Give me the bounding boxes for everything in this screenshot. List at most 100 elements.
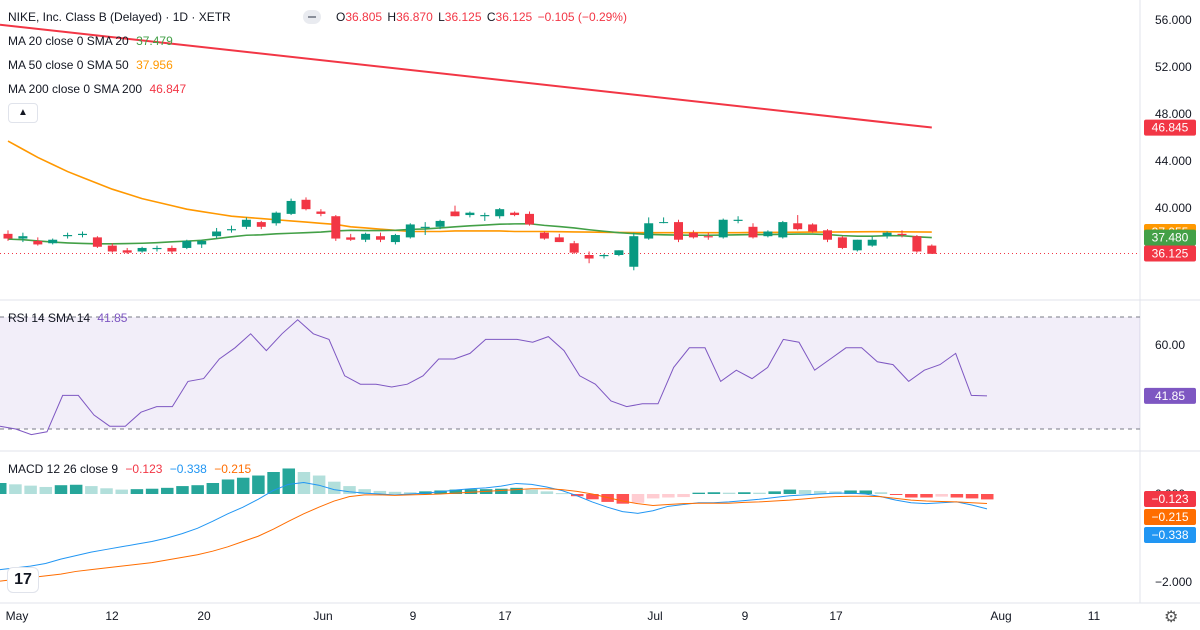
time-axis-label: 11 [1088,609,1101,623]
macd-histogram-bar [768,491,781,494]
candle-body [733,219,743,221]
candle-body [286,200,296,214]
macd-histogram-bar [707,492,721,494]
macd-histogram-bar [449,489,463,494]
candle-body [301,199,311,210]
macd-histogram-bar [753,492,766,494]
candle-body [629,236,639,267]
candle-body [882,232,892,237]
candle-body [227,229,236,231]
candle-body [584,255,594,259]
hide-icon[interactable] [303,10,321,24]
price-badge-bg [1144,229,1196,246]
candle-body [927,245,937,254]
macd-badge-bg [1144,527,1196,543]
candle-body [256,222,266,227]
rsi-band-fill [0,317,1140,429]
candle-body [137,247,147,252]
macd-histogram-bar [844,490,857,494]
price-badge-bg [1144,245,1196,262]
macd-histogram-bar [130,489,144,494]
price-tick-label: 40.000 [1155,201,1192,215]
macd-histogram-bar [343,486,356,494]
macd-histogram-bar [267,472,280,494]
open-key: O [336,10,346,24]
macd-histogram-bar [464,489,478,494]
time-axis-label: 17 [498,609,512,623]
macd-histogram-bar [874,492,888,494]
macd-badge-bg [1144,491,1196,507]
tradingview-logo-icon[interactable]: 17 [8,568,38,592]
ohlc-legend: O36.805 H36.870 L36.125 C36.125 −0.105 (… [336,10,629,24]
candle-body [867,239,877,246]
candle-body [599,255,609,257]
macd-line [0,482,988,571]
price-badge: 36.125 [1152,247,1189,261]
candle-body [525,213,534,225]
gear-icon[interactable]: ⚙ [1164,609,1179,626]
rsi-line [0,319,988,436]
macd-histogram-bar [783,489,797,494]
collapse-legend-button[interactable]: ▲ [8,103,38,123]
macd-legend[interactable]: MACD 12 26 close 9 −0.123 −0.338 −0.215 [8,462,255,476]
candle-body [778,222,788,238]
candle-body [688,232,698,238]
candle-body [122,250,132,253]
time-axis-label: 9 [410,609,417,623]
close-value: 36.125 [495,10,533,24]
candle-body [659,222,669,224]
candle-body [644,223,654,239]
time-axis-label: Aug [990,609,1011,623]
macd-tick-label: −2.000 [1155,575,1192,589]
macd-histogram-bar [206,483,220,494]
macd-histogram-bar [115,489,128,494]
macd-histogram-bar [525,489,538,494]
candle-body [48,239,58,244]
macd-histogram-bar [798,490,812,494]
candle-body [852,239,862,251]
macd-hist-value: −0.123 [125,462,163,476]
macd-histogram-bar [24,485,37,494]
candle-body [420,226,430,228]
ma20-legend[interactable]: MA 20 close 0 SMA 20 37.479 [8,34,177,48]
symbol-title[interactable]: NIKE, Inc. Class B (Delayed) · 1D · XETR [8,10,231,24]
macd-histogram-bar [100,488,113,494]
macd-histogram-bar [252,475,265,494]
macd-histogram-bar [631,494,645,503]
candle-body [241,219,251,227]
candle-body [33,240,43,245]
candle-body [152,247,162,250]
macd-histogram-bar [722,492,736,494]
macd-badge: −0.338 [1151,528,1188,542]
price-badge-bg [1144,119,1196,136]
macd-histogram-bar [813,490,827,494]
macd-signal-line [0,488,988,582]
ma200-legend[interactable]: MA 200 close 0 SMA 200 46.847 [8,82,190,96]
candle-body [539,232,549,239]
macd-histogram-bar [616,494,630,504]
candle-body [480,215,490,217]
macd-histogram-bar [221,479,235,494]
rsi-legend[interactable]: RSI 14 SMA 14 41.85 [8,311,131,325]
candle-body [18,236,28,239]
chevron-up-icon: ▲ [18,107,28,118]
macd-histogram-bar [555,493,569,495]
candle-body [435,220,445,227]
change-value: −0.105 (−0.29%) [537,10,627,24]
high-key: H [387,10,397,24]
time-axis-label: 12 [105,609,119,623]
candle-body [510,212,520,216]
macd-histogram-bar [905,494,918,498]
price-tick-label: 48.000 [1155,107,1192,121]
candle-body [376,236,385,240]
rsi-badge: 41.85 [1155,389,1185,403]
macd-histogram-bar [662,494,675,498]
macd-histogram-bar [889,494,903,495]
ma200-label: MA 200 close 0 SMA 200 [8,82,143,96]
price-badge: 46.845 [1152,121,1189,135]
time-axis-label: 20 [197,609,211,623]
ma50-legend[interactable]: MA 50 close 0 SMA 50 37.956 [8,58,177,72]
macd-histogram-bar [495,488,508,494]
macd-histogram-bar [510,487,523,494]
